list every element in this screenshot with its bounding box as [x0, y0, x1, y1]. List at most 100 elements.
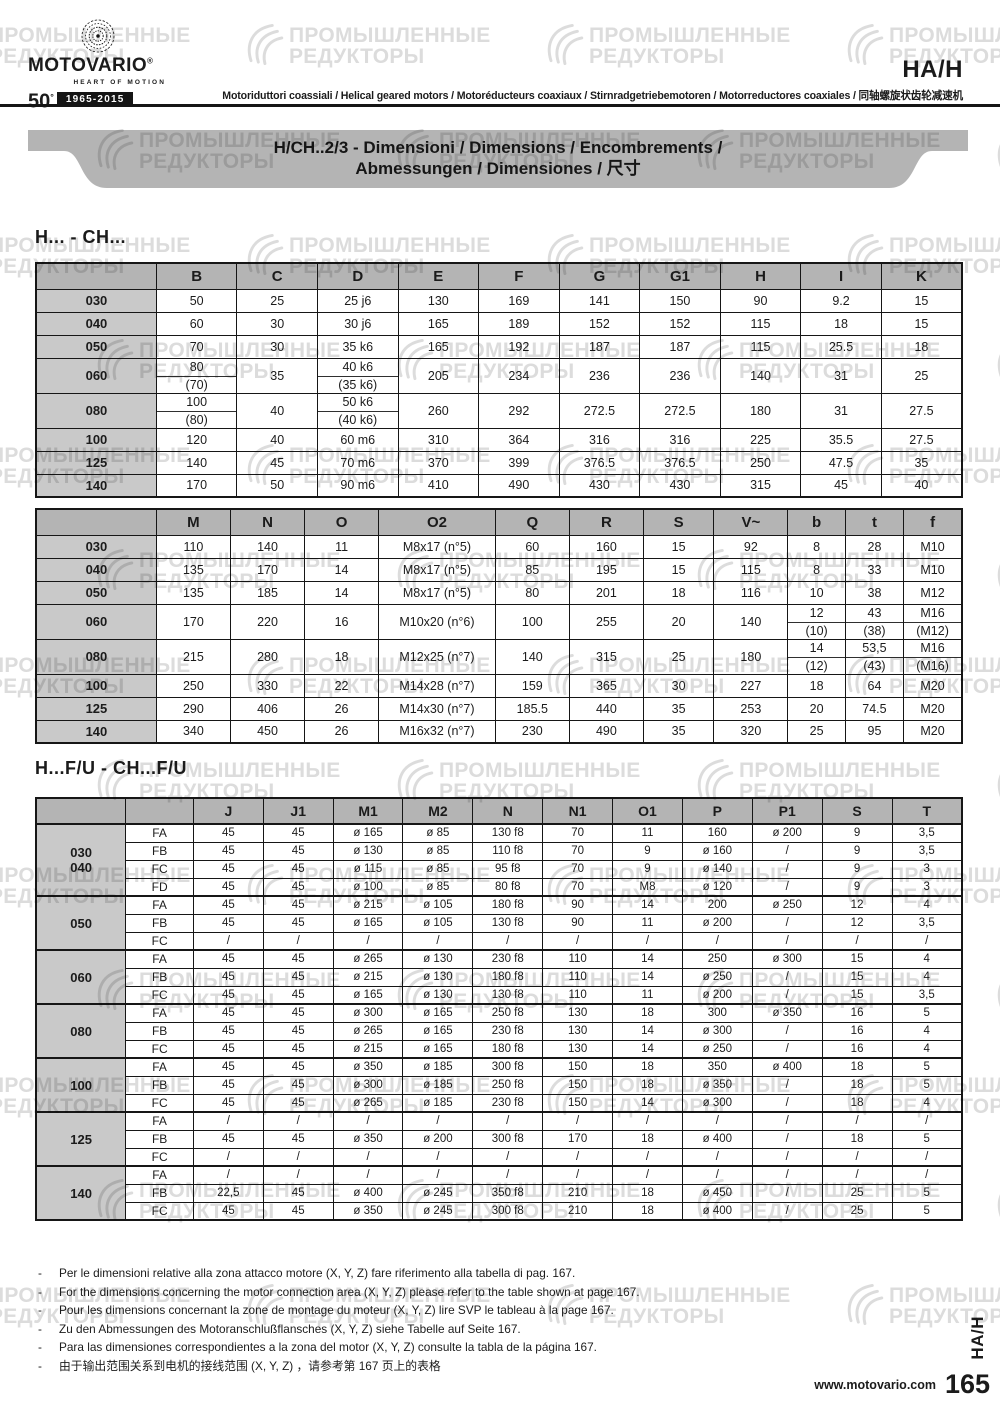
flange-type-label: FC: [125, 859, 194, 879]
table-cell: ø 85: [402, 841, 474, 861]
table-cell: /: [262, 931, 334, 951]
column-header: G1: [639, 262, 721, 290]
table-cell: 20: [642, 603, 715, 640]
table-cell: 14: [612, 949, 683, 969]
table-cell: 45: [800, 473, 882, 498]
table-cell: 45: [192, 913, 264, 933]
table-cell: 370: [397, 450, 480, 475]
table-cell: 50 k6 (40 k6): [316, 392, 399, 429]
column-header: [125, 797, 194, 825]
table-cell: /: [262, 1165, 334, 1185]
table-cell: 250: [681, 949, 753, 969]
table-cell: 40: [880, 473, 963, 498]
table-cell: 11: [612, 985, 683, 1005]
table-cell: /: [332, 1165, 404, 1185]
table-cell: 110: [542, 985, 614, 1005]
table-cell: ø 130: [402, 985, 474, 1005]
table-cell: 140: [155, 450, 238, 475]
table-cell: 230: [494, 719, 570, 744]
table-cell: 316: [639, 427, 721, 452]
product-code: HA/H: [902, 56, 963, 83]
flange-type-label: FB: [125, 1129, 194, 1149]
table-row: 100 FA 45 45 ø 350 ø 185 300 f8 150 18 350 ø 400 18…: [35, 1057, 963, 1113]
table-cell: 14: [612, 967, 683, 987]
anniversary-badge: 50° 1965-2015: [28, 89, 168, 112]
group-size-label: 060: [35, 949, 127, 1005]
table-cell: 292: [478, 392, 560, 429]
group-size-label: 080: [35, 1003, 127, 1059]
table-row: FC / / / / / / / / / / /: [36, 931, 963, 951]
table-cell: 3: [891, 859, 963, 879]
table-cell: 45: [192, 1075, 264, 1095]
table-row: FC 45 45 ø 265 ø 185 230 f8 150 14 ø 300/18 4: [36, 1093, 963, 1113]
table-cell: 253: [713, 696, 789, 721]
footnote-text: 由于输出范围关系到电机的接线范围 (X, Y, Z) ，请参考第 167 页上的…: [59, 1358, 441, 1373]
flange-type-label: FA: [125, 1111, 194, 1131]
flange-type-label: FC: [125, 931, 194, 951]
table-cell: 45: [192, 823, 264, 843]
column-header: H: [719, 262, 802, 290]
table-cell: 200: [681, 895, 753, 915]
table-cell: 11: [304, 534, 380, 559]
column-header: F: [478, 262, 560, 290]
table-cell: /: [821, 1147, 893, 1167]
column-header: I: [800, 262, 882, 290]
banner-title-line2: Abmessungen / Dimensiones / 尺寸: [355, 159, 641, 178]
table-row: FB 45 45 ø 300 ø 185 250 f8 150 18 ø 350/18 5: [36, 1075, 963, 1095]
table-row: 050 FA 45 45 ø 215 ø 105 180 f8 90 14 200 ø 250 12 4: [35, 895, 963, 951]
table-cell: 5: [891, 1183, 963, 1203]
table-cell: M16 (M12): [903, 603, 963, 640]
table-row: 125 290 406 26 M14x30 (n°7) 185.5 440 35 253 20 74…: [35, 696, 963, 721]
table-row: FC 45 45 ø 115 ø 85 95 f8 70 9 ø 140/9 3: [36, 859, 963, 879]
table-cell: ø 350: [332, 1129, 404, 1149]
table-row: FB 22,5 45 ø 400 ø 245 350 f8 210 18 ø 450/25 5: [36, 1183, 963, 1203]
table-cell: 25: [642, 638, 715, 675]
table-row: FB 45 45 ø 165 ø 105 130 f8 90 11 ø 200/12 3,5: [36, 913, 963, 933]
table-cell: ø 215: [332, 1039, 404, 1059]
table-row: FB 45 45 ø 215 ø 130 180 f8 110 14 ø 250/15 4: [36, 967, 963, 987]
table-cell: ø 265: [332, 949, 404, 969]
table-cell: ø 400: [332, 1183, 404, 1203]
table-cell: 4: [891, 1021, 963, 1041]
table-cell: 47.5: [800, 450, 882, 475]
row-label: 040: [35, 311, 157, 336]
table-cell: 340: [155, 719, 231, 744]
table-cell: 130: [542, 1003, 614, 1023]
flange-type-label: FC: [125, 1039, 194, 1059]
table-cell: 30 j6: [316, 311, 399, 336]
anniversary-years: 1965-2015: [56, 91, 134, 107]
table-cell: 80: [494, 580, 570, 605]
motovario-logo: MOTOVARIO® HEART OF MOTION 50° 1965-2015: [28, 18, 168, 112]
table-header-row: J J1 M1 M2 N N1 O1 P P1 S T: [35, 797, 963, 825]
registered-mark: ®: [147, 56, 154, 66]
row-label: 030: [35, 534, 157, 559]
table-row: 125 FA / / / / / / / / / / /: [35, 1111, 963, 1167]
table-cell: ø 100: [332, 877, 404, 897]
column-header: b: [787, 508, 846, 536]
table-cell: 45: [192, 877, 264, 897]
table-cell: 14: [612, 1021, 683, 1041]
table-cell: ø 215: [332, 895, 404, 915]
table-cell: 45: [192, 1129, 264, 1149]
table-cell: 220: [229, 603, 306, 640]
column-header: T: [891, 797, 963, 825]
table-cell: 8: [787, 557, 846, 582]
column-header: [35, 262, 157, 290]
table-cell: 195: [568, 557, 644, 582]
table-cell: 5: [891, 1201, 963, 1221]
table-cell: ø 200: [751, 823, 823, 843]
table-row: FC 45 45 ø 350 ø 245 300 f8 210 18 ø 400/25 5: [36, 1201, 963, 1221]
table-cell: 4: [891, 1093, 963, 1113]
flange-type-label: FA: [125, 1165, 194, 1185]
table-cell: 225: [719, 427, 802, 452]
table-cell: 110: [542, 949, 614, 969]
row-label: 100: [35, 427, 157, 452]
footnote-text: Per le dimensioni relative alla zona att…: [59, 1266, 576, 1280]
footnote-text: Zu den Abmessungen des Motoranschlußflan…: [59, 1321, 521, 1336]
table-cell: M8: [612, 877, 683, 897]
section-title-h-fu: H...F/U - CH...F/U: [35, 758, 187, 778]
table-cell: 50: [155, 288, 238, 313]
table-cell: 12: [821, 913, 893, 933]
table-cell: 45: [192, 841, 264, 861]
table-cell: /: [751, 931, 823, 951]
